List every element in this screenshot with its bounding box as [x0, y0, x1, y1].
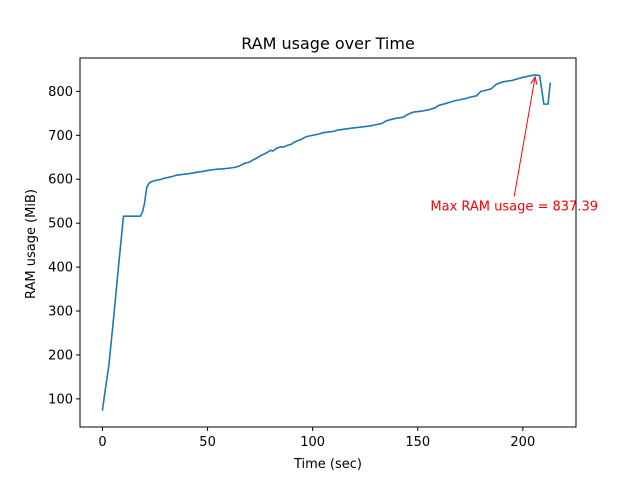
annotation-arrow [513, 76, 536, 197]
x-tick-label: 100 [300, 435, 325, 450]
plot-area [101, 74, 552, 411]
y-axis: 100 200 300 400 500 600 700 800 [48, 85, 80, 407]
annotation-text: Max RAM usage = 837.39 [430, 200, 598, 215]
chart-title: RAM usage over Time [241, 34, 415, 53]
x-tick-label: 0 [98, 435, 106, 450]
x-tick-label: 150 [405, 435, 430, 450]
y-tick-label: 100 [48, 392, 73, 407]
y-tick-label: 400 [48, 261, 73, 276]
y-tick-label: 500 [48, 217, 73, 232]
annotation-arrowhead [530, 75, 538, 85]
x-tick-label: 50 [199, 435, 216, 450]
x-tick-label: 200 [510, 435, 535, 450]
axes-spines [79, 57, 577, 428]
x-axis-label: Time (sec) [293, 457, 362, 472]
x-axis: 0 50 100 150 200 [98, 427, 535, 450]
y-axis-label: RAM usage (MiB) [24, 189, 39, 299]
annotation-layer: Max RAM usage = 837.39 [430, 75, 598, 215]
y-tick-label: 300 [48, 305, 73, 320]
y-tick-label: 200 [48, 348, 73, 363]
y-tick-label: 800 [48, 85, 73, 100]
y-tick-label: 700 [48, 129, 73, 144]
axes-frame [79, 57, 577, 428]
y-tick-label: 600 [48, 173, 73, 188]
series-line-0 [101, 74, 552, 411]
